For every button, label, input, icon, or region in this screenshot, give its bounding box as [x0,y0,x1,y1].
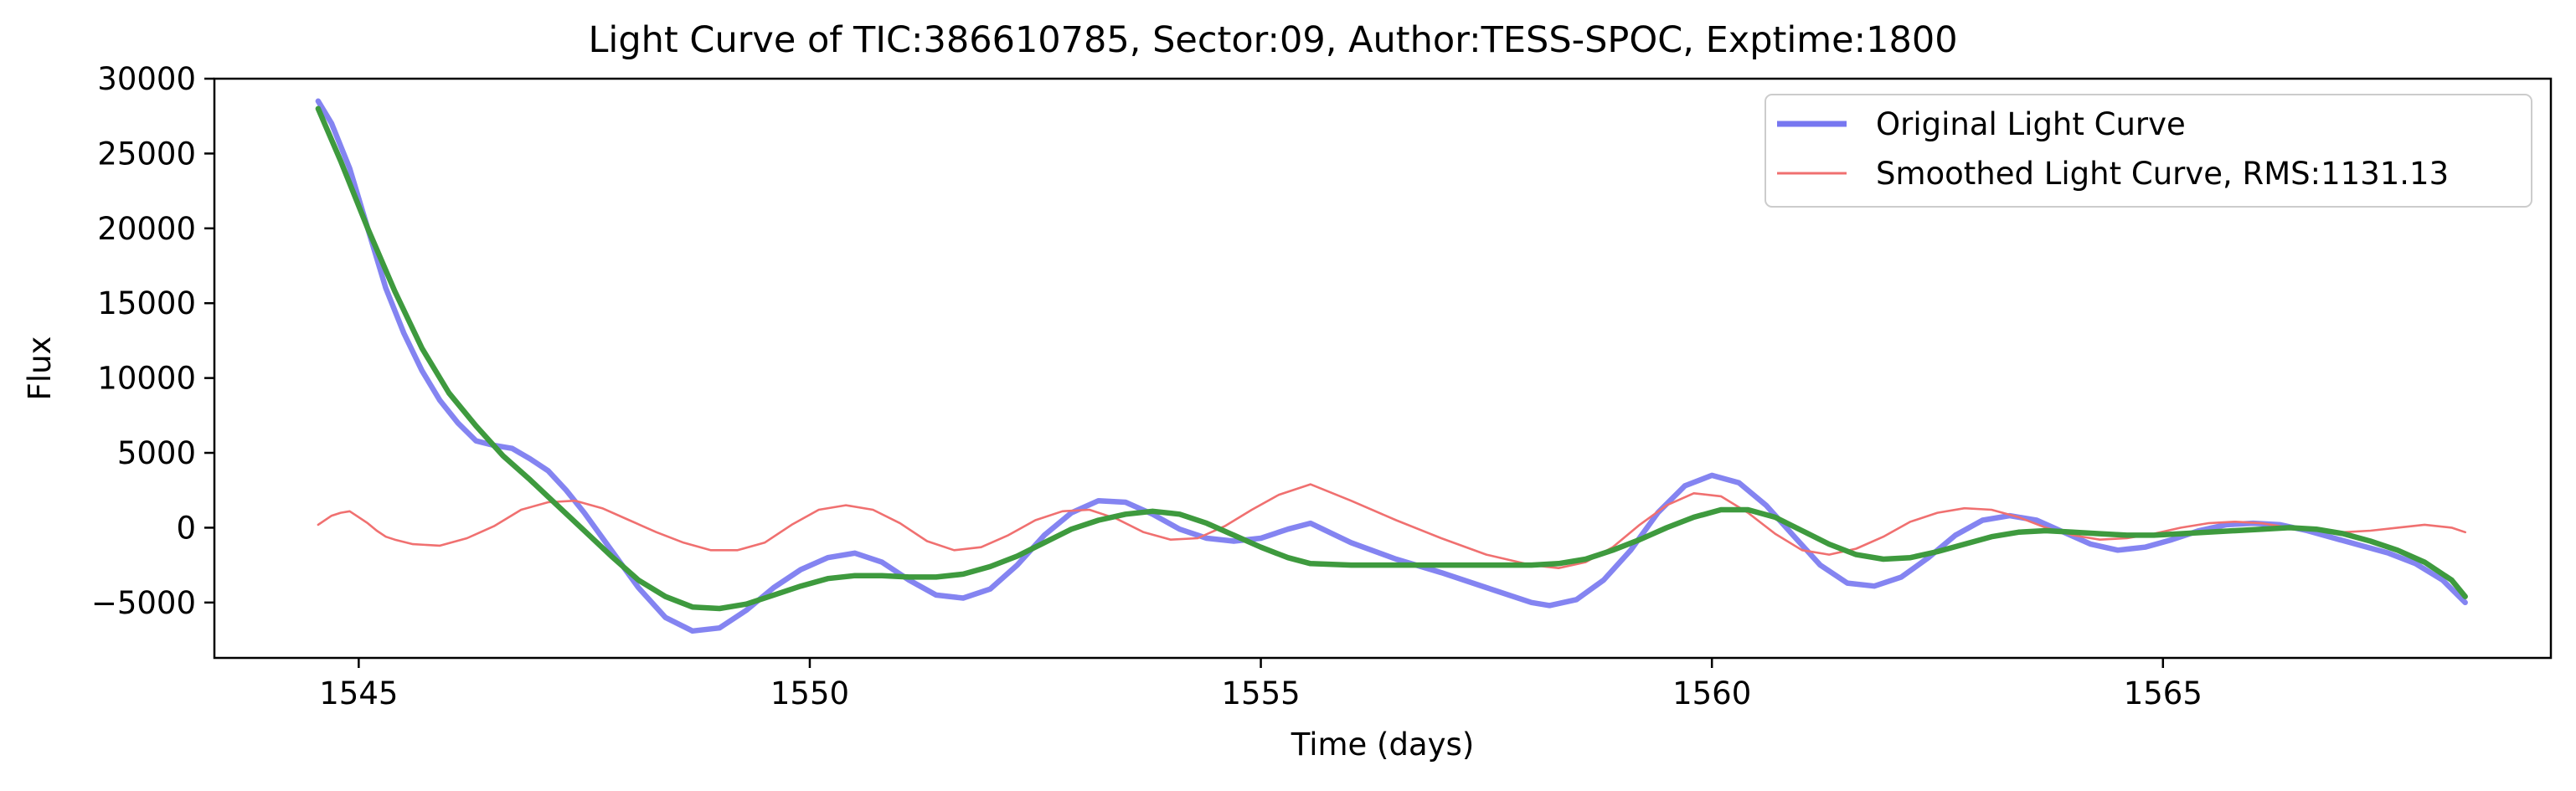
chart-title: Light Curve of TIC:386610785, Sector:09,… [588,19,1957,61]
legend-label-smoothed: Smoothed Light Curve, RMS:1131.13 [1876,156,2449,192]
x-tick-label: 1545 [319,675,398,711]
y-tick-label: 30000 [97,61,196,97]
x-tick-label: 1560 [1672,675,1751,711]
x-tick-label: 1555 [1221,675,1300,711]
x-axis-label: Time (days) [1291,727,1475,763]
series-original-line [315,98,2468,634]
y-tick-label: 0 [176,510,196,546]
y-tick-label: −5000 [91,585,196,621]
legend: Original Light Curve Smoothed Light Curv… [1765,94,2532,208]
y-axis-label: Flux [22,336,58,401]
series-fit-line [315,105,2468,612]
y-tick-label: 20000 [97,211,196,247]
plot-frame [213,77,2553,660]
legend-box [1765,94,2532,208]
x-axis: 1545 1550 1555 1560 1565 [319,658,2202,711]
series-smoothed-line [317,483,2466,570]
x-tick-label: 1550 [770,675,849,711]
y-tick-label: 5000 [117,435,196,471]
series-layer [315,98,2468,634]
y-tick-label: 25000 [97,136,196,172]
y-tick-label: 15000 [97,285,196,321]
y-axis: −5000 0 5000 10000 15000 20000 25000 30000 [91,61,214,621]
legend-label-original: Original Light Curve [1876,106,2186,142]
y-tick-label: 10000 [97,361,196,397]
x-tick-label: 1565 [2124,675,2202,711]
